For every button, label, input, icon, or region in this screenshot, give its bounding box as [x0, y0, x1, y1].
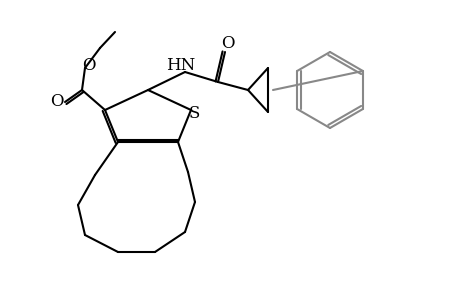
Text: O: O: [221, 35, 234, 52]
Text: O: O: [82, 58, 95, 74]
Text: O: O: [50, 94, 64, 110]
Text: S: S: [188, 104, 199, 122]
Text: HN: HN: [166, 56, 195, 74]
